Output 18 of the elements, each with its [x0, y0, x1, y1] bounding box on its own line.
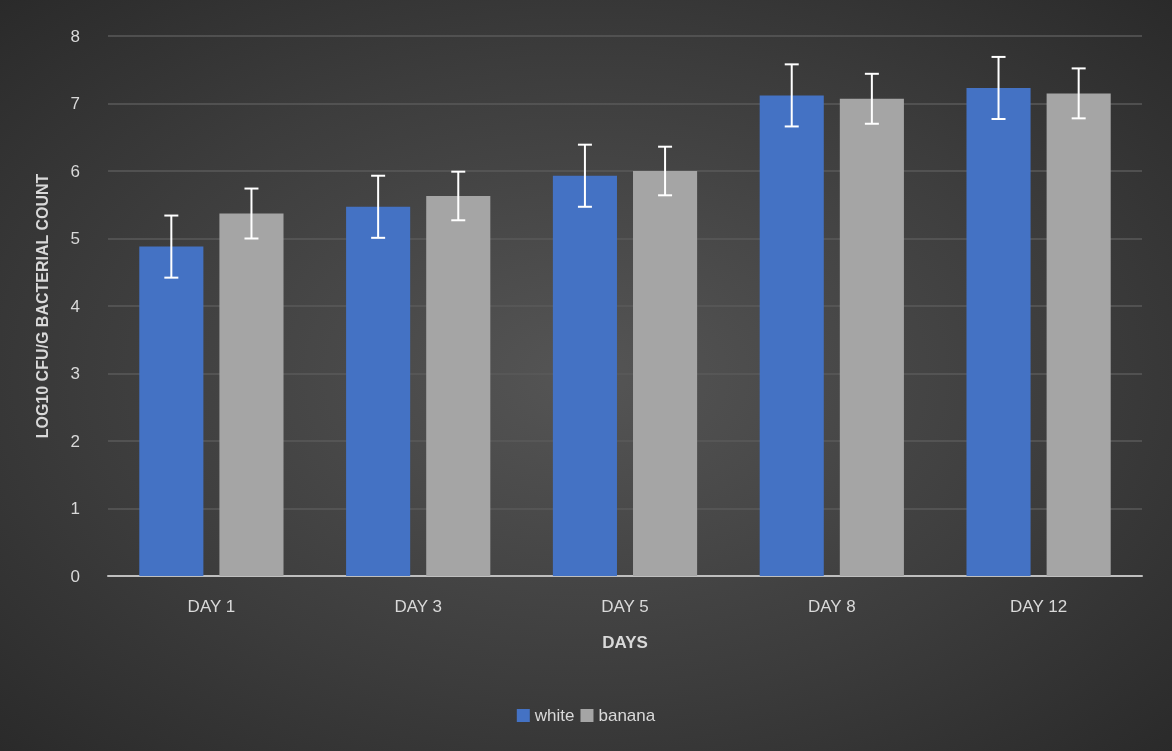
y-tick-label: 8 [70, 26, 80, 46]
x-axis-title: DAYS [602, 633, 648, 652]
x-tick-label: DAY 5 [601, 597, 649, 616]
y-tick-label: 7 [70, 94, 80, 113]
x-tick-label: DAY 1 [187, 597, 236, 616]
x-tick-label: DAY 3 [394, 597, 442, 616]
x-tick-label: DAY 8 [808, 597, 856, 616]
legend-label: white [533, 706, 575, 725]
y-tick-label: 3 [70, 364, 80, 383]
y-tick-label: 6 [70, 161, 80, 181]
x-tick-label: DAY 12 [1010, 597, 1068, 616]
y-tick-label: 2 [70, 431, 80, 451]
y-axis-title: LOG10 CFU/G BACTERIAL COUNT [33, 173, 51, 439]
y-tick-label: 5 [70, 229, 80, 248]
y-tick-label: 4 [70, 296, 80, 316]
y-tick-label: 1 [70, 499, 80, 518]
legend-label: banana [598, 706, 656, 725]
y-tick-label: 0 [70, 566, 80, 586]
